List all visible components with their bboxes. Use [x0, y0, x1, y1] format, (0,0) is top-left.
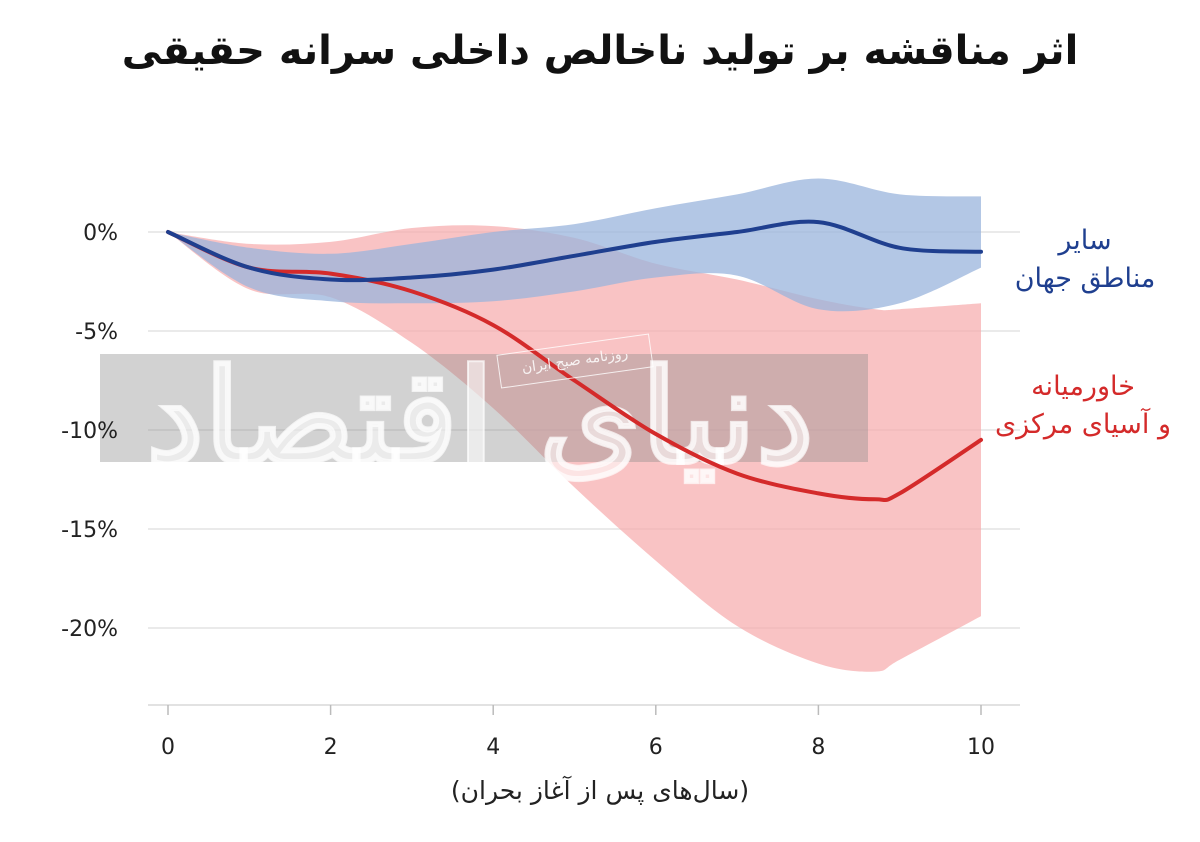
- chart-title: اثر مناقشه بر تولید ناخالص داخلی سرانه ح…: [121, 28, 1079, 74]
- axes: 0% -5% -10% -15% -20% 0 2 4 6 8 10: [61, 221, 1020, 760]
- series-line-mena: [166, 230, 983, 503]
- y-tick-label: -10%: [61, 419, 118, 444]
- y-tick-label: 0%: [83, 221, 118, 246]
- series-label-mena-line2: و آسیای مرکزی: [994, 409, 1172, 440]
- x-tick-label: 2: [324, 735, 338, 760]
- series-line-world: [166, 219, 983, 283]
- series-lines: [166, 219, 983, 503]
- x-tick-label: 4: [486, 735, 500, 760]
- y-tick-label: -5%: [75, 320, 118, 345]
- watermark-text: دنیای اقتصاد: [146, 340, 814, 493]
- y-tick-label: -20%: [61, 617, 118, 642]
- x-tick-label: 0: [161, 735, 175, 760]
- x-tick-label: 10: [967, 735, 995, 760]
- x-axis-label: (سال‌های پس از آغاز بحران): [450, 776, 750, 805]
- x-tick-label: 8: [811, 735, 825, 760]
- series-label-world-line1: سایر: [1058, 225, 1112, 256]
- series-label-world: سایر مناطق جهان: [995, 222, 1175, 298]
- watermark: دنیای اقتصاد: [100, 339, 868, 494]
- confidence-band-mena: [168, 225, 981, 672]
- y-tick-label: -15%: [61, 518, 118, 543]
- series-label-world-line2: مناطق جهان: [1014, 263, 1156, 294]
- series-label-mena: خاورمیانه و آسیای مرکزی: [978, 368, 1188, 444]
- series-label-mena-line1: خاورمیانه: [1031, 371, 1135, 402]
- x-tick-label: 6: [649, 735, 663, 760]
